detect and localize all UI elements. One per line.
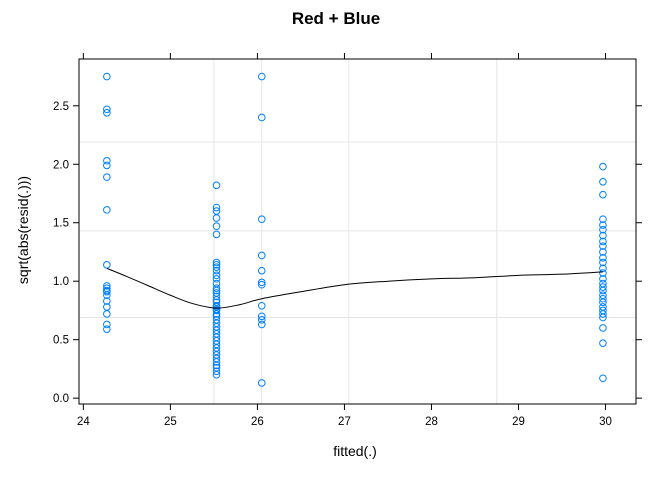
grid — [79, 59, 636, 404]
data-point — [212, 214, 221, 222]
data-point — [212, 358, 221, 366]
data-point — [599, 286, 607, 295]
data-point — [599, 310, 607, 318]
data-point — [599, 313, 607, 322]
data-point — [103, 173, 111, 181]
data-point — [103, 297, 111, 305]
y-tick-label: 2.5 — [53, 101, 69, 113]
data-point — [257, 113, 266, 122]
data-point — [103, 108, 111, 117]
data-point — [103, 320, 111, 329]
data-point — [212, 258, 221, 267]
x-tick-label: 25 — [164, 416, 177, 428]
data-point — [212, 301, 221, 310]
y-tick-label: 0.5 — [53, 335, 69, 347]
data-point — [257, 215, 266, 224]
data-point — [257, 379, 266, 387]
data-point — [599, 237, 607, 246]
data-point — [103, 291, 111, 300]
data-point — [599, 264, 607, 273]
data-point — [599, 248, 607, 256]
data-point — [212, 286, 221, 295]
data-point — [599, 298, 607, 307]
x-tick-label: 30 — [599, 416, 612, 428]
data-point — [212, 275, 221, 283]
data-point — [103, 206, 111, 214]
data-point — [599, 231, 607, 240]
x-tick-label: 28 — [425, 416, 438, 428]
y-axis-label: sqrt(abs(resid(.))) — [15, 176, 31, 284]
data-point — [212, 361, 221, 370]
data-point — [257, 251, 266, 260]
data-point — [599, 258, 607, 267]
data-point — [257, 312, 266, 321]
data-point — [212, 263, 221, 271]
data-point — [103, 105, 111, 114]
y-tick-label: 1.5 — [53, 218, 69, 230]
data-point — [103, 287, 111, 296]
data-point — [257, 280, 266, 289]
data-point — [599, 324, 607, 332]
data-point — [212, 181, 221, 190]
data-point — [212, 271, 221, 280]
data-point — [599, 242, 607, 250]
data-point — [212, 284, 221, 293]
data-point — [599, 374, 607, 383]
data-point — [103, 161, 111, 170]
x-tick-label: 29 — [512, 416, 525, 428]
data-point — [257, 72, 266, 81]
data-point — [103, 156, 111, 165]
data-point — [103, 72, 111, 81]
smooth-line — [106, 267, 603, 309]
data-point — [212, 203, 221, 212]
data-point — [257, 278, 266, 287]
x-axis-label: fitted(.) — [333, 443, 377, 459]
data-point — [599, 275, 607, 283]
data-point — [103, 261, 111, 269]
data-point — [599, 221, 607, 229]
data-point — [599, 283, 607, 291]
data-point — [599, 294, 607, 303]
data-point — [103, 310, 111, 318]
x-tick-label: 26 — [251, 416, 264, 428]
data-point — [212, 230, 221, 239]
data-point — [212, 222, 221, 231]
x-tick-label: 27 — [338, 416, 351, 428]
data-point — [599, 162, 607, 171]
data-point — [212, 261, 221, 269]
data-point — [257, 301, 266, 310]
data-point — [103, 282, 111, 290]
data-point — [599, 339, 607, 347]
x-tick-label: 24 — [77, 416, 90, 428]
data-point — [212, 367, 221, 376]
data-point — [212, 310, 221, 318]
data-point — [599, 269, 607, 277]
data-point — [212, 370, 221, 379]
data-point — [212, 266, 221, 275]
data-point — [257, 320, 266, 329]
chart-title: Red + Blue — [292, 9, 380, 28]
y-tick-label: 2.0 — [53, 159, 69, 171]
y-tick-label: 1.0 — [53, 276, 69, 288]
data-point — [599, 177, 607, 186]
data-point — [257, 315, 266, 324]
y-tick-label: 0.0 — [53, 393, 69, 405]
data-point — [599, 215, 607, 224]
data-point — [599, 225, 607, 234]
plot-frame — [78, 58, 637, 405]
data-point — [257, 266, 266, 275]
axes: 24 25 26 27 28 29 30 0.0 0.5 1.0 1.5 2.0 2.5 — [53, 53, 642, 428]
data-point — [212, 305, 221, 314]
data-point — [599, 254, 607, 262]
data-point — [103, 325, 111, 333]
data-point — [599, 190, 607, 199]
data-point — [212, 292, 221, 301]
scatter-points — [103, 72, 607, 387]
